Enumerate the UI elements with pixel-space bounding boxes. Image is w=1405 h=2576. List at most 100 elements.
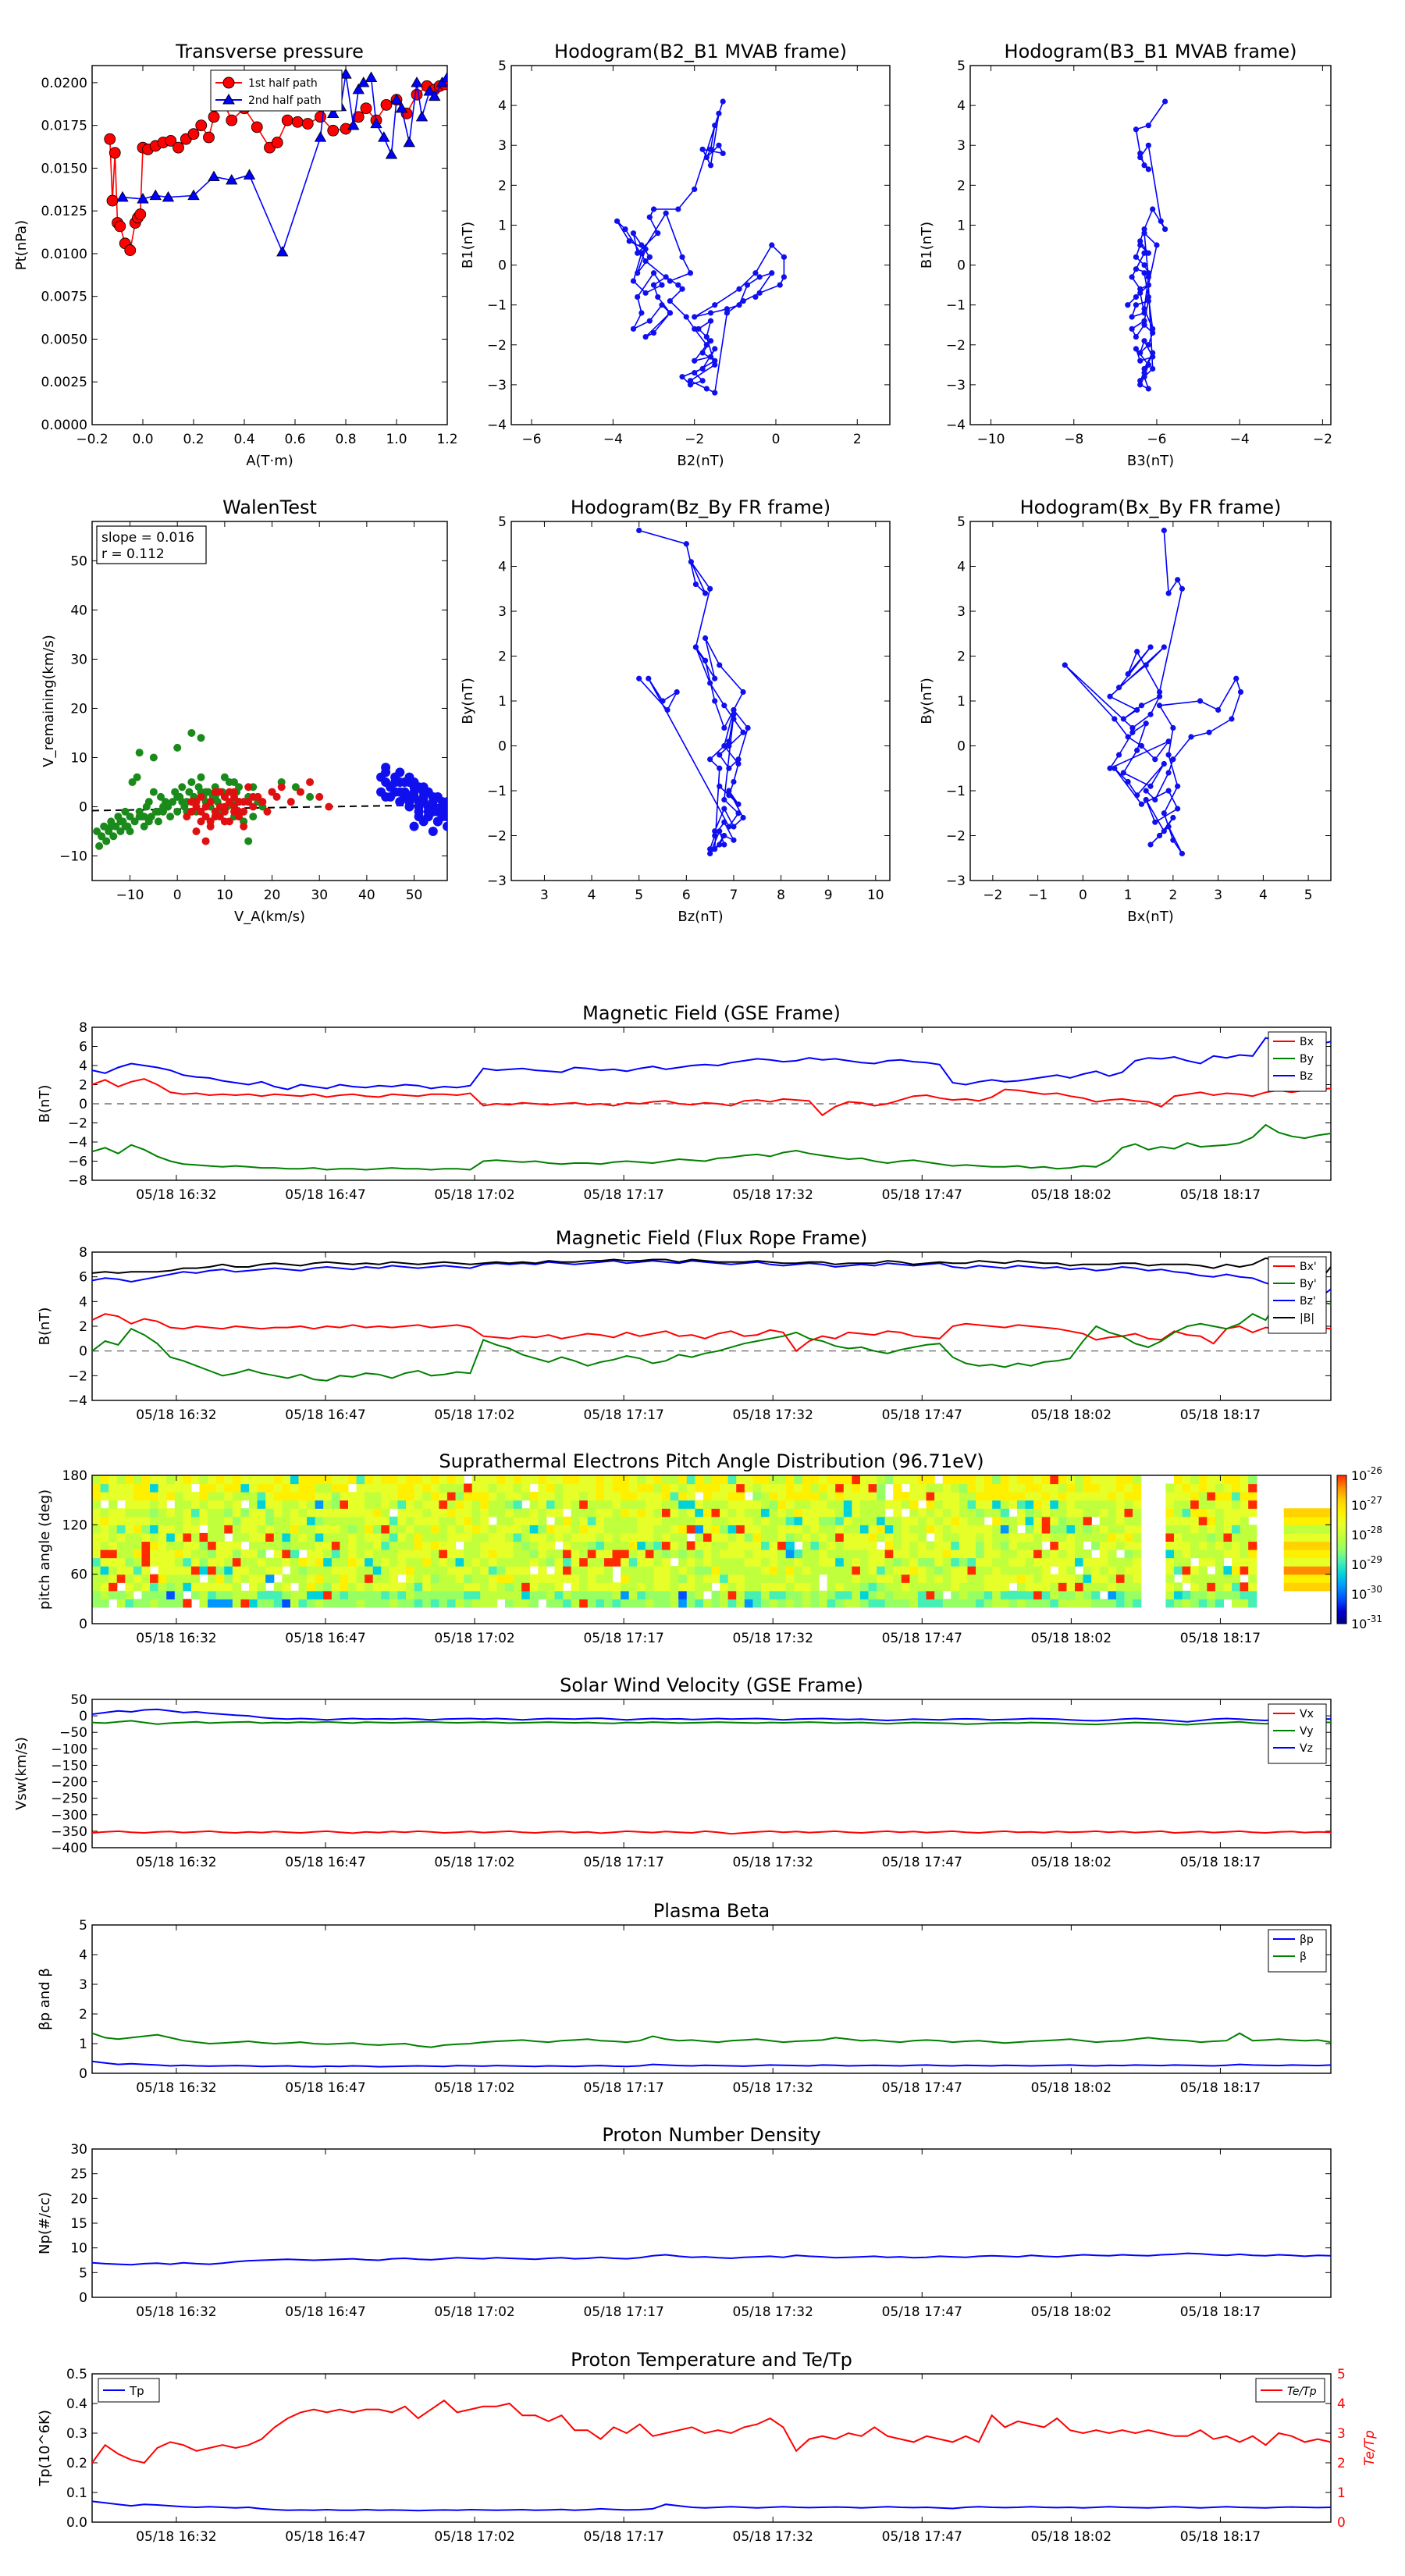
heatmap-cell [769,1532,778,1542]
data-point [735,801,742,807]
data-point [1197,698,1204,704]
data-point-triangle [243,169,256,180]
heatmap-cell [323,1508,333,1517]
heatmap-cell [976,1475,985,1485]
heatmap-cell [496,1541,506,1550]
heatmap-cell [802,1508,812,1517]
hodogram-b3-b1-panel: Hodogram(B3_B1 MVAB frame)−4−3−2−1012345… [919,41,1332,469]
heatmap-cell [1099,1574,1108,1583]
heatmap-cell [365,1582,374,1592]
heatmap-cell [141,1508,151,1517]
data-point [1141,230,1147,237]
heatmap-cell [389,1557,399,1567]
data-point [664,706,670,713]
heatmap-cell [720,1508,729,1517]
heatmap-cell [471,1525,481,1534]
heatmap-cell [422,1599,432,1608]
heatmap-cell [133,1566,143,1575]
heatmap-cell [951,1557,960,1567]
series-line-Vz [92,1708,1331,1723]
heatmap-cell [819,1483,828,1493]
heatmap-cell [372,1541,382,1550]
y-tick-label: 0.0050 [41,332,87,347]
data-point [437,812,447,822]
y-tick-label: −4 [68,1393,87,1409]
time-tick-label: 05/18 17:47 [882,2529,962,2545]
heatmap-cell [273,1532,283,1542]
colorbar-tick-base: 10 [1351,1468,1367,1483]
heatmap-cell [563,1475,572,1485]
heatmap-cell [141,1475,151,1485]
heatmap-cell [1223,1500,1232,1509]
magnetic-field-gse-panel: Magnetic Field (GSE Frame)−8−6−4−2024680… [37,1002,1332,1203]
heatmap-cell [637,1590,646,1599]
transverse-pressure-panel: Transverse pressure0.00000.00250.00500.0… [13,41,458,469]
heatmap-cell [810,1541,820,1550]
heatmap-cell [695,1500,704,1509]
heatmap-cell [720,1590,729,1599]
heatmap-cell [199,1500,208,1509]
heatmap-cell [422,1550,432,1559]
heatmap-cell [720,1566,729,1575]
data-point [1137,238,1144,244]
time-tick-label: 05/18 16:47 [285,2080,365,2096]
heatmap-cell [678,1566,688,1575]
heatmap-cell [992,1541,1001,1550]
heatmap-cell [323,1550,333,1559]
heatmap-cell [603,1574,614,1583]
data-point [724,306,730,312]
heatmap-cell [852,1525,861,1534]
heatmap-cell [1182,1541,1191,1550]
heatmap-cell [190,1590,201,1599]
heatmap-cell [282,1525,291,1534]
heatmap-cell [414,1500,423,1509]
heatmap-cell [232,1566,242,1575]
heatmap-cell [794,1525,803,1534]
heatmap-cell [430,1516,439,1525]
heatmap-cell [464,1492,473,1501]
heatmap-cell [1223,1566,1232,1575]
heatmap-cell [571,1599,580,1608]
data-point [1129,274,1135,280]
heatmap-cell [158,1582,167,1592]
data-point [622,226,628,233]
heatmap-cell [1033,1550,1043,1559]
heatmap-cell [678,1483,688,1493]
heatmap-cell [777,1557,787,1567]
heatmap-cell [835,1492,845,1501]
heatmap-cell [92,1483,101,1493]
heatmap-cell [240,1508,250,1517]
heatmap-cell [1115,1541,1126,1550]
heatmap-cell [323,1541,333,1550]
heatmap-cell [1232,1483,1241,1493]
heatmap-cell [166,1516,176,1525]
heatmap-cell [1173,1566,1183,1575]
heatmap-cell [628,1582,638,1592]
heatmap-cell [439,1574,448,1583]
heatmap-cell [785,1525,795,1534]
heatmap-cell [720,1532,729,1542]
heatmap-cell [612,1550,621,1559]
heatmap-cell [215,1508,225,1517]
heatmap-cell [315,1574,324,1583]
heatmap-cell [232,1574,242,1583]
heatmap-cell [637,1582,646,1592]
heatmap-cell [744,1500,753,1509]
heatmap-cell [984,1582,993,1592]
heatmap-cell [1008,1516,1018,1525]
heatmap-cell [538,1475,547,1485]
heatmap-cell [942,1582,951,1592]
hodogram-b2-b1-xlabel: B2(nT) [677,453,724,469]
heatmap-cell [471,1550,481,1559]
data-point [1145,342,1151,348]
colorbar-bar [1336,1475,1347,1624]
heatmap-cell [670,1516,679,1525]
heatmap-cell [125,1599,134,1608]
heatmap-cell [133,1574,143,1583]
heatmap-cell [365,1492,374,1501]
heatmap-cell [471,1492,481,1501]
heatmap-cell [414,1557,423,1567]
heatmap-cell [125,1516,134,1525]
heatmap-cell [1215,1590,1225,1599]
heatmap-cell [810,1483,820,1493]
